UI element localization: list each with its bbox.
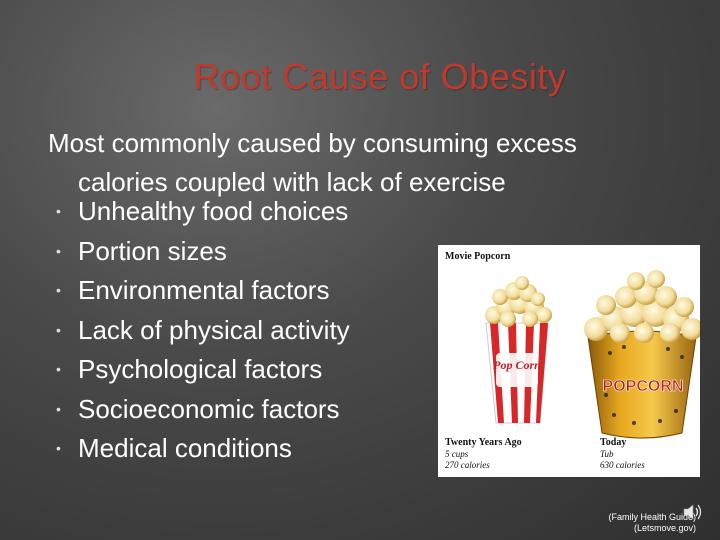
bullet-dot: • xyxy=(56,242,61,259)
bullet-dot: • xyxy=(56,203,61,219)
bullet-dot: • xyxy=(56,440,61,456)
bullet-item: • Environmental factors xyxy=(48,271,350,311)
bullet-item: • Lack of physical activity xyxy=(48,311,350,351)
bullet-dot: • xyxy=(56,282,61,298)
now-calories: 630 calories xyxy=(600,460,645,470)
intro-text: Most commonly caused by consuming excess… xyxy=(48,124,688,202)
big-tub-text: POPCORN xyxy=(603,378,684,395)
small-popcorn-box xyxy=(485,276,552,424)
citation: (Family Health Guide) (Letsmove.gov) xyxy=(608,512,696,534)
bullet-text: Psychological factors xyxy=(78,354,323,384)
bullet-item: • Unhealthy food choices xyxy=(48,192,350,232)
citation-line-1: (Family Health Guide) xyxy=(608,512,696,522)
bullet-text: Socioeconomic factors xyxy=(78,393,340,424)
bullet-text: Lack of physical activity xyxy=(78,314,350,345)
bullet-item: • Medical conditions xyxy=(48,429,350,469)
bullet-list: • Unhealthy food choices • Portion sizes •… xyxy=(48,192,350,469)
speaker-icon[interactable] xyxy=(682,502,704,522)
bullet-text: Portion sizes xyxy=(78,235,227,266)
big-popcorn-tub xyxy=(584,270,700,439)
bullet-text: Unhealthy food choices xyxy=(78,196,349,226)
bullet-text: Environmental factors xyxy=(78,275,330,305)
bullet-item: • Portion sizes xyxy=(48,232,350,272)
then-calories: 270 calories xyxy=(445,460,490,470)
popcorn-illustration: Pop Corn POPCORN xyxy=(485,270,700,439)
now-label: Today xyxy=(600,437,627,448)
intro-line-2: calories coupled with lack of exercise xyxy=(78,167,506,197)
now-cups: Tub xyxy=(600,449,614,459)
then-label: Twenty Years Ago xyxy=(445,437,522,448)
slide-title: Root Cause of Obesity xyxy=(193,56,567,97)
small-box-text: Pop Corn xyxy=(493,358,541,372)
popcorn-comparison-image: Pop Corn POPCORN M xyxy=(438,245,700,477)
bullet-dot: • xyxy=(56,400,61,417)
bullet-dot: • xyxy=(56,361,61,377)
then-cups: 5 cups xyxy=(445,449,469,459)
image-heading: Movie Popcorn xyxy=(445,251,511,262)
intro-line-1: Most commonly caused by consuming excess xyxy=(48,128,577,158)
bullet-dot: • xyxy=(56,321,61,338)
bullet-item: • Psychological factors xyxy=(48,350,350,390)
bullet-text: Medical conditions xyxy=(78,433,292,463)
citation-line-2: (Letsmove.gov) xyxy=(633,523,696,533)
bullet-item: • Socioeconomic factors xyxy=(48,390,350,430)
